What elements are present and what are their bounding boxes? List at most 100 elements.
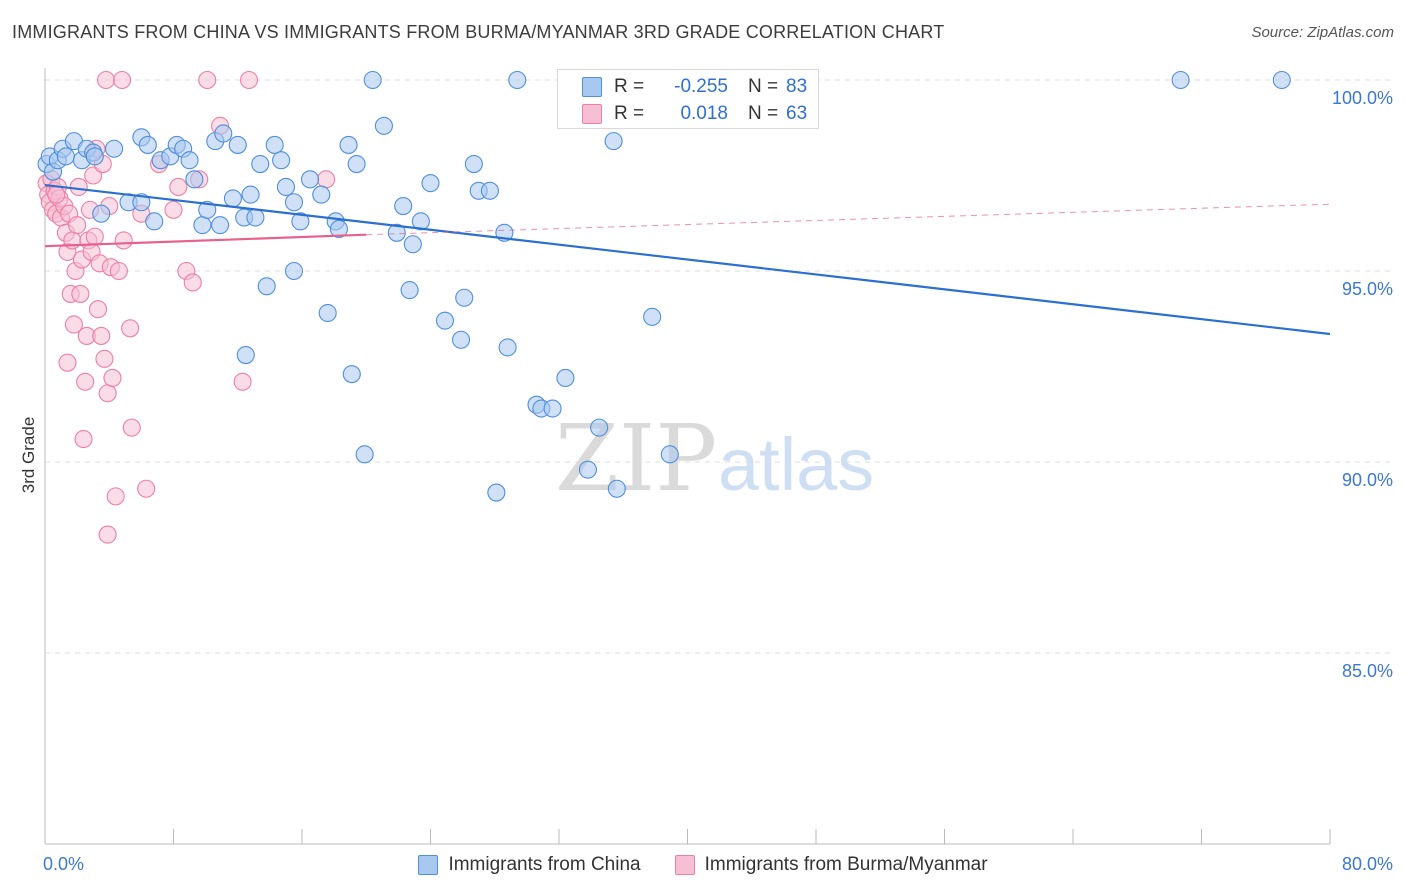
burma-point <box>98 525 117 544</box>
china-point <box>284 261 304 281</box>
x-tick-label-max: 80.0% <box>1342 854 1393 874</box>
china-point <box>276 177 295 197</box>
china-point <box>284 193 304 212</box>
china-point <box>387 223 406 242</box>
watermark-atlas: atlas <box>718 423 874 506</box>
burma-point <box>122 418 141 437</box>
china-point <box>85 147 104 166</box>
china-point <box>451 330 471 349</box>
burma-point <box>233 372 252 391</box>
tick-labels: 85.0% 90.0% 95.0% 100.0% 0.0% 80.0% <box>43 88 1393 874</box>
china-point <box>257 277 276 296</box>
gridlines <box>45 79 1392 654</box>
china-point <box>272 151 291 170</box>
legend-swatch-china <box>418 855 439 875</box>
china-point <box>145 212 164 231</box>
burma-point <box>64 315 83 334</box>
y-tick-label: 85.0% <box>1342 661 1393 681</box>
china-point <box>228 135 247 154</box>
stats-row-burma: R = 0.018 N = 63 <box>582 101 807 127</box>
burma-point <box>95 349 114 368</box>
burma-point <box>121 319 140 338</box>
china-point <box>643 307 662 326</box>
legend-label-china: Immigrants from China <box>448 854 641 875</box>
x-tick-label-min: 0.0% <box>43 854 84 874</box>
china-point <box>329 219 348 239</box>
china-point <box>312 185 331 204</box>
china-point <box>105 139 124 158</box>
china-point <box>291 212 310 231</box>
china-point <box>56 147 75 166</box>
burma-point <box>71 284 90 303</box>
y-tick-label: 90.0% <box>1342 470 1393 490</box>
china-point <box>339 135 358 154</box>
china-point <box>455 288 474 307</box>
china-point <box>464 154 483 174</box>
burma-point <box>47 185 66 204</box>
china-point <box>318 303 337 323</box>
china-point <box>403 235 422 254</box>
watermark: ZIP atlas <box>555 405 874 512</box>
burma-point <box>85 227 104 246</box>
burma-point <box>92 326 111 345</box>
china-point <box>241 185 260 204</box>
china-point <box>251 154 270 174</box>
stats-swatch-burma <box>582 104 602 124</box>
source-label: Source: ZipAtlas.com <box>1251 24 1394 41</box>
china-point <box>607 479 626 498</box>
china-point <box>347 154 366 174</box>
legend-item-china[interactable]: Immigrants from China <box>418 854 641 876</box>
china-point <box>421 174 440 193</box>
burma-point <box>106 487 125 506</box>
burma-point <box>98 384 117 403</box>
r-label: R = <box>614 76 645 97</box>
burma-point <box>183 273 202 292</box>
burma-point <box>317 170 336 189</box>
china-point <box>355 445 374 464</box>
china-point <box>543 399 562 418</box>
n-value-burma: 63 <box>786 103 808 124</box>
stats-swatch-china <box>582 77 602 97</box>
burma-trend-extension <box>366 203 1331 236</box>
burma-point <box>109 261 128 281</box>
china-point <box>400 281 419 300</box>
chart-title: IMMIGRANTS FROM CHINA VS IMMIGRANTS FROM… <box>12 22 945 42</box>
china-point <box>1171 70 1190 90</box>
burma-point <box>198 70 217 90</box>
china-point <box>198 200 217 219</box>
burma-point <box>113 70 132 90</box>
china-point <box>1272 70 1291 90</box>
burma-point <box>69 177 88 197</box>
n-label: N = <box>748 103 779 124</box>
watermark-zip: ZIP <box>555 405 717 512</box>
n-label: N = <box>748 76 779 97</box>
china-point <box>138 135 157 154</box>
y-tick-label: 95.0% <box>1342 279 1393 299</box>
burma-point <box>58 353 77 372</box>
china-point <box>211 216 230 235</box>
burma-point <box>114 231 133 250</box>
china-point <box>374 116 393 135</box>
r-value-china: -0.255 <box>674 76 728 97</box>
burma-point <box>137 479 156 498</box>
burma-point <box>169 177 188 197</box>
china-point <box>394 197 413 216</box>
burma-point <box>164 200 183 219</box>
burma-trend-line <box>44 233 367 248</box>
china-point <box>480 181 499 200</box>
china-point <box>604 132 623 151</box>
china-point <box>487 483 506 502</box>
china-point <box>556 368 575 388</box>
china-point <box>363 70 382 90</box>
burma-point <box>239 70 259 90</box>
y-axis-label: 3rd Grade <box>19 417 38 494</box>
china-point <box>193 216 212 235</box>
china-point <box>223 189 242 208</box>
legend-item-burma[interactable]: Immigrants from Burma/Myanmar <box>674 854 988 876</box>
china-point <box>660 445 679 464</box>
china-point <box>411 212 430 231</box>
legend-label-burma: Immigrants from Burma/Myanmar <box>704 854 988 875</box>
n-value-china: 83 <box>786 76 808 97</box>
china-point <box>185 170 204 189</box>
r-value-burma: 0.018 <box>680 103 728 124</box>
